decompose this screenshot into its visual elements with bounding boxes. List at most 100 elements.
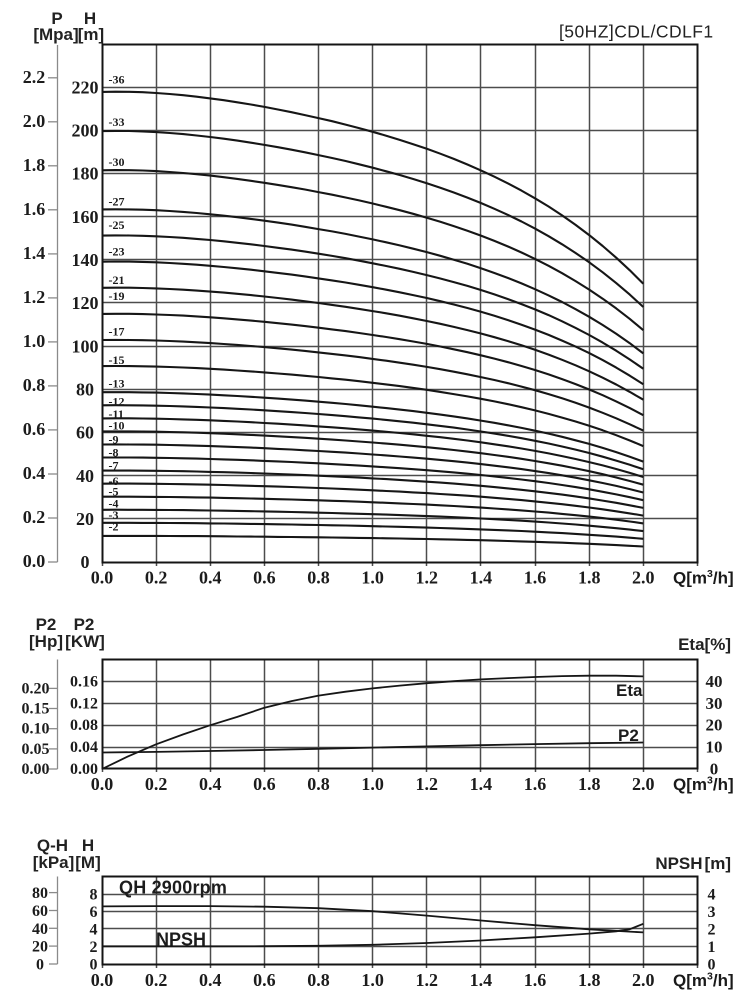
svg-text:2.0: 2.0 [632,568,655,588]
svg-text:Eta: Eta [616,681,643,700]
svg-text:-13: -13 [109,377,125,391]
svg-text:-11: -11 [109,407,124,421]
svg-text:0.2: 0.2 [145,568,168,588]
svg-text:[Hp]: [Hp] [29,632,63,651]
svg-text:Q[m3/h]: Q[m3/h] [673,568,734,588]
svg-text:30: 30 [706,694,723,713]
svg-text:-17: -17 [109,325,125,339]
svg-text:20: 20 [706,716,723,735]
svg-text:Q[m3/h]: Q[m3/h] [673,775,734,795]
svg-text:8: 8 [90,887,98,904]
svg-text:0: 0 [90,957,98,974]
svg-text:QH 2900rpm: QH 2900rpm [119,878,227,898]
svg-text:0: 0 [708,957,716,974]
svg-text:-4: -4 [109,497,119,511]
svg-text:1.0: 1.0 [361,774,384,794]
svg-text:0.0: 0.0 [91,970,114,990]
svg-text:2: 2 [90,939,98,956]
svg-text:0.15: 0.15 [22,701,50,718]
svg-text:1.2: 1.2 [416,970,439,990]
svg-text:6: 6 [90,904,98,921]
svg-text:0: 0 [710,760,719,779]
svg-text:Q-H: Q-H [37,836,68,855]
svg-text:200: 200 [72,121,99,141]
svg-text:-10: -10 [109,419,125,433]
svg-text:2.0: 2.0 [23,111,46,131]
svg-text:-7: -7 [109,459,119,473]
svg-text:1.8: 1.8 [578,568,601,588]
svg-text:0: 0 [81,552,90,572]
svg-text:0.6: 0.6 [253,970,276,990]
svg-text:40: 40 [706,672,723,691]
svg-text:1.6: 1.6 [524,774,547,794]
svg-text:[kPa]: [kPa] [33,853,75,872]
svg-text:120: 120 [72,293,99,313]
svg-text:-12: -12 [109,395,125,409]
svg-text:1.4: 1.4 [23,243,46,263]
svg-text:0.12: 0.12 [70,695,98,712]
svg-text:0.10: 0.10 [22,721,50,738]
svg-text:0.20: 0.20 [22,680,50,697]
svg-text:1.4: 1.4 [470,970,493,990]
svg-text:80: 80 [32,885,48,902]
svg-text:P2: P2 [36,615,57,634]
svg-text:0.00: 0.00 [22,761,50,778]
svg-text:NPSH: NPSH [156,930,206,950]
svg-text:40: 40 [76,466,94,486]
svg-text:0.0: 0.0 [91,774,114,794]
svg-text:1.2: 1.2 [416,568,439,588]
svg-text:-30: -30 [109,155,125,169]
svg-text:0.6: 0.6 [253,568,276,588]
svg-text:0.4: 0.4 [199,970,222,990]
svg-text:1.8: 1.8 [578,774,601,794]
svg-text:-2: -2 [109,520,119,534]
svg-text:-6: -6 [109,474,119,488]
svg-text:-23: -23 [109,245,125,259]
svg-text:-36: -36 [109,73,125,87]
svg-text:0.2: 0.2 [23,507,46,527]
svg-text:60: 60 [76,423,94,443]
svg-text:1.4: 1.4 [470,568,493,588]
svg-text:1.0: 1.0 [361,568,384,588]
svg-text:1.2: 1.2 [416,774,439,794]
svg-text:H: H [82,836,94,855]
svg-text:-9: -9 [109,432,119,446]
svg-text:P2: P2 [74,615,95,634]
svg-text:40: 40 [32,921,48,938]
svg-text:2.0: 2.0 [632,970,655,990]
svg-text:1.8: 1.8 [578,970,601,990]
svg-text:20: 20 [76,509,94,529]
svg-text:-21: -21 [109,273,125,287]
svg-text:-27: -27 [109,195,125,209]
svg-text:160: 160 [72,207,99,227]
svg-text:P: P [51,9,62,28]
svg-text:0.04: 0.04 [70,739,98,756]
svg-text:-5: -5 [109,484,119,498]
svg-text:[50HZ]CDL/CDLF1: [50HZ]CDL/CDLF1 [559,22,714,42]
svg-text:0.00: 0.00 [70,761,98,778]
svg-text:[m]: [m] [78,25,104,44]
svg-text:0.6: 0.6 [253,774,276,794]
svg-text:60: 60 [32,903,48,920]
svg-text:0.05: 0.05 [22,741,50,758]
svg-text:0.0: 0.0 [91,568,114,588]
svg-text:1.6: 1.6 [524,970,547,990]
svg-text:4: 4 [90,922,98,939]
svg-text:NPSH[m]: NPSH [m] [655,854,731,873]
svg-text:1.8: 1.8 [23,155,46,175]
svg-text:0: 0 [36,957,44,974]
svg-text:[M]: [M] [75,853,100,872]
svg-text:1.0: 1.0 [361,970,384,990]
svg-text:0.8: 0.8 [307,774,330,794]
svg-text:-33: -33 [109,115,125,129]
svg-text:[KW]: [KW] [65,632,105,651]
svg-text:1.0: 1.0 [23,331,46,351]
svg-text:0.4: 0.4 [199,568,222,588]
svg-text:10: 10 [706,738,723,757]
svg-text:1.2: 1.2 [23,287,46,307]
svg-text:0.4: 0.4 [199,774,222,794]
svg-text:2.2: 2.2 [23,67,46,87]
svg-text:-15: -15 [109,353,125,367]
svg-text:-8: -8 [109,446,119,460]
svg-text:220: 220 [72,77,99,97]
